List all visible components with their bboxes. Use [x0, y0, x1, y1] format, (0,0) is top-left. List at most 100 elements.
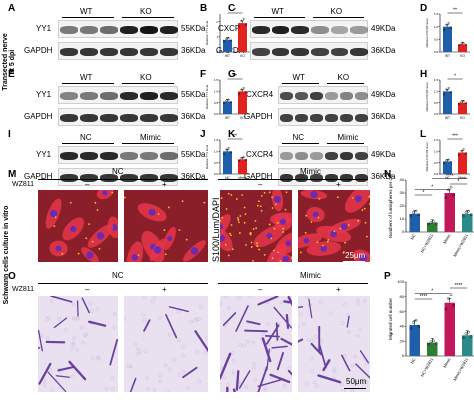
membrane-pore — [287, 366, 292, 370]
chart-H-category-label-0: WT — [445, 116, 450, 120]
panel-M-minus-nc: – — [85, 180, 90, 189]
panel-M-minus-mimic: – — [258, 180, 263, 189]
migrated-cell — [38, 329, 43, 352]
chart-N-category-label-2: Mimic — [442, 233, 452, 245]
panel-A-kda-0: 55KDa — [181, 24, 206, 33]
chart-P-errorbar-1 — [430, 337, 434, 343]
panel-E-band — [80, 114, 98, 122]
migrated-cell — [346, 315, 350, 328]
panel-K-group-2-line — [327, 143, 364, 144]
nucleus — [102, 190, 108, 196]
lumisphere — [94, 201, 97, 204]
chart-F-point — [223, 102, 226, 105]
chart-D-ytick-label: 0.0 — [434, 50, 439, 54]
chart-J-point — [244, 159, 247, 162]
lumisphere — [237, 221, 240, 224]
migrated-cell — [222, 312, 237, 326]
chart-P-ytick-label: 100 — [397, 279, 404, 284]
panel-K-blot-1 — [278, 168, 368, 186]
lumisphere — [304, 231, 307, 234]
membrane-pore — [267, 342, 272, 347]
chart-J-point — [223, 153, 226, 156]
membrane-pore — [197, 379, 202, 384]
membrane-pore — [112, 325, 117, 330]
lumisphere — [164, 253, 167, 256]
chart-L-point — [462, 148, 465, 151]
chart-N-point — [469, 213, 473, 217]
membrane-pore — [329, 311, 333, 316]
chart-P-point — [464, 332, 468, 335]
chart-N-point — [464, 211, 468, 214]
lumisphere — [273, 249, 275, 252]
membrane-pore — [146, 386, 151, 391]
lumisphere — [258, 248, 261, 251]
lumisphere — [88, 223, 91, 226]
chart-D-category-label-0: WT — [445, 54, 450, 58]
panel-G-group-1: WT — [292, 73, 305, 82]
lumisphere — [203, 201, 206, 204]
panel-A-blot-1 — [58, 42, 178, 60]
lumisphere — [230, 193, 233, 196]
chart-P-point — [414, 318, 418, 322]
micrograph-M-mimic-minus — [220, 190, 292, 262]
membrane-pore — [104, 387, 109, 391]
chart-F: Relative YY1 level 0.0 0.5 1.0 1.5 WT KO ** — [205, 74, 250, 120]
chart-P-errorbar-0 — [413, 320, 417, 325]
chart-J-ytick-label: 1.5 — [214, 138, 219, 142]
membrane-pore — [42, 378, 47, 383]
migrated-cell — [359, 350, 370, 364]
migrated-cell — [341, 354, 351, 372]
nucleus — [303, 237, 310, 244]
membrane-pore — [186, 385, 190, 390]
membrane-pore — [355, 333, 360, 338]
chart-F-point — [240, 88, 243, 91]
migrated-cell — [88, 320, 107, 327]
chart-P-category-label-2: Mimic — [442, 357, 452, 369]
nucleus — [220, 224, 224, 230]
lumisphere — [322, 244, 324, 247]
membrane-pore — [138, 349, 143, 354]
membrane-pore — [340, 321, 345, 325]
membrane-pore — [305, 382, 309, 386]
panel-A-band — [60, 26, 78, 34]
chart-J-point — [227, 146, 230, 149]
chart-P-point — [449, 293, 453, 297]
chart-P-point — [412, 321, 415, 324]
chart-J-ytick-label: 0.5 — [214, 161, 219, 165]
migrated-cell — [55, 375, 70, 378]
membrane-pore — [195, 350, 200, 354]
chart-L-point — [460, 149, 463, 152]
panel-letter-N: N — [384, 169, 392, 180]
lumisphere — [227, 192, 230, 195]
membrane-pore — [310, 369, 315, 373]
panel-K-band — [340, 174, 353, 182]
membrane-pore — [195, 317, 199, 321]
panel-I-group-1: NC — [80, 133, 92, 142]
migrated-cell — [76, 300, 79, 317]
panel-E-band — [100, 114, 118, 122]
chart-H-point — [445, 88, 448, 91]
nucleus — [96, 232, 105, 240]
lumisphere — [237, 217, 239, 219]
panel-K-group-1-line — [282, 143, 319, 144]
panel-letter-L: L — [420, 129, 427, 140]
panel-G-row-label-1: GAPDH — [244, 112, 273, 121]
lumisphere — [326, 240, 329, 243]
chart-L-bar-0 — [443, 161, 452, 174]
membrane-pore — [158, 315, 162, 320]
panel-M-plus-nc: + — [162, 180, 167, 189]
lumisphere — [61, 252, 64, 255]
panel-I-row-label-1: GAPDH — [24, 172, 53, 181]
panel-C-band — [271, 48, 290, 56]
lumisphere — [282, 231, 285, 233]
panel-I-row-label-0: YY1 — [36, 150, 52, 159]
panel-I-band — [60, 152, 78, 160]
membrane-pore — [150, 299, 155, 304]
membrane-pore — [298, 324, 300, 329]
membrane-pore — [88, 301, 93, 306]
chart-P-ytick-label: 60 — [400, 309, 405, 314]
chart-B-point — [223, 40, 226, 43]
panel-A-band — [60, 48, 78, 56]
membrane-pore — [96, 356, 101, 361]
micrograph-M-mimic-plus — [298, 190, 370, 262]
